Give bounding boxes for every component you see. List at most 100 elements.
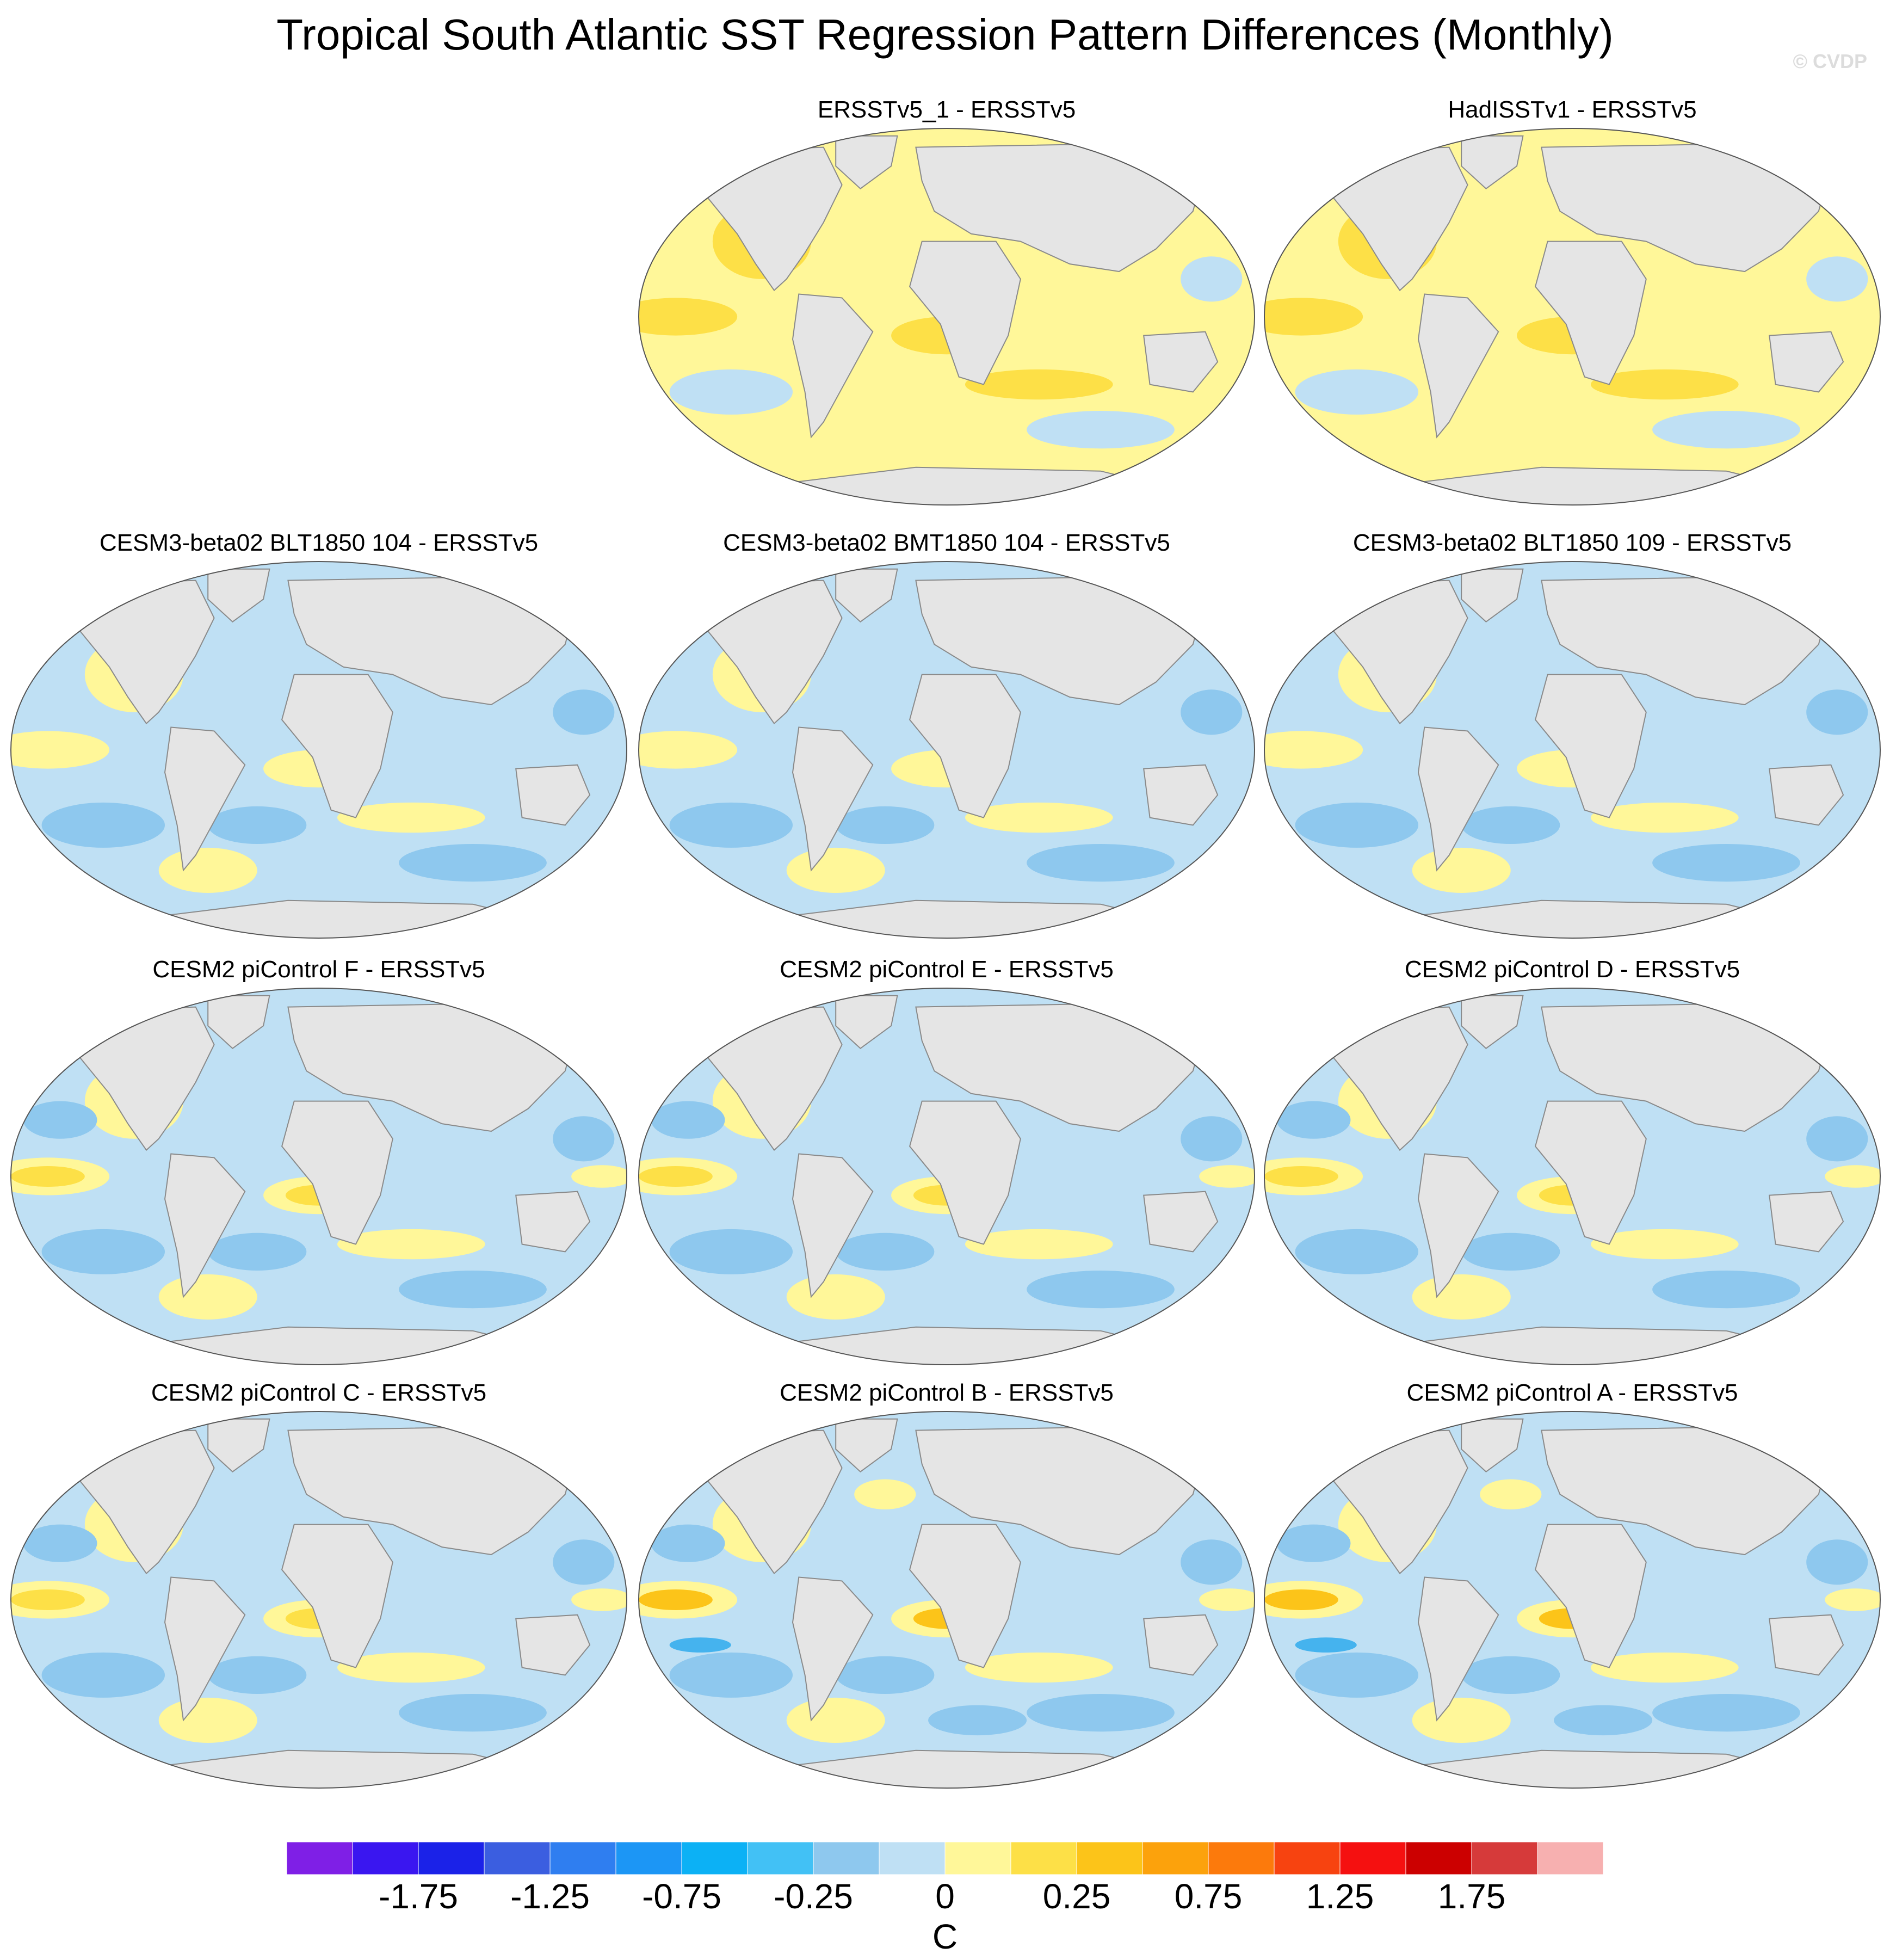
positive-anomaly-region bbox=[965, 802, 1113, 833]
panel-title: CESM2 piControl F - ERSSTv5 bbox=[152, 956, 485, 983]
land-australia bbox=[1143, 764, 1219, 826]
negative-anomaly-core bbox=[1295, 1637, 1357, 1653]
colorbar-tick-label: -1.75 bbox=[379, 1877, 458, 1916]
land-greenland bbox=[207, 568, 270, 622]
positive-anomaly-region bbox=[965, 369, 1113, 400]
positive-anomaly-region bbox=[786, 847, 885, 893]
negative-anomaly-region bbox=[399, 1271, 547, 1309]
land-southAmerica bbox=[1417, 293, 1499, 439]
positive-anomaly-region bbox=[1412, 1274, 1511, 1320]
map-panel-ersstv5_1: ERSSTv5_1 - ERSSTv5 bbox=[637, 94, 1257, 507]
land-australia bbox=[1143, 1191, 1219, 1253]
colorbar-tick-label: 0.25 bbox=[1042, 1877, 1111, 1916]
colorbar-tick-label: 0.75 bbox=[1174, 1877, 1243, 1916]
land-africa bbox=[1534, 1100, 1647, 1245]
colorbar-swatch bbox=[747, 1842, 814, 1875]
negative-anomaly-region bbox=[669, 369, 793, 415]
colorbar-swatch bbox=[287, 1842, 353, 1875]
colorbar-swatch bbox=[1208, 1842, 1275, 1875]
negative-anomaly-region bbox=[1027, 844, 1175, 882]
panel-title: CESM2 piControl B - ERSSTv5 bbox=[780, 1379, 1114, 1406]
map-picontrol_b bbox=[638, 1411, 1255, 1789]
watermark: © CVDP bbox=[1793, 50, 1867, 72]
map-picontrol_d bbox=[1264, 988, 1881, 1365]
colorbar-tick-label: 0 bbox=[935, 1877, 955, 1916]
land-australia bbox=[1769, 1191, 1844, 1253]
land-africa bbox=[909, 1524, 1021, 1668]
land-greenland bbox=[835, 995, 898, 1049]
positive-anomaly-region bbox=[337, 1229, 485, 1260]
land-southAmerica bbox=[1417, 1153, 1499, 1298]
positive-anomaly-region bbox=[1412, 847, 1511, 893]
colorbar-tick-label: -0.25 bbox=[774, 1877, 853, 1916]
land-southAmerica bbox=[792, 1153, 874, 1298]
negative-anomaly-region bbox=[208, 1232, 307, 1271]
negative-anomaly-region bbox=[1295, 1652, 1418, 1698]
land-greenland bbox=[835, 135, 898, 189]
positive-anomaly-region bbox=[1590, 1652, 1739, 1683]
colorbar-swatch bbox=[813, 1842, 880, 1875]
colorbar-swatch bbox=[615, 1842, 682, 1875]
panel-title: CESM2 piControl A - ERSSTv5 bbox=[1406, 1379, 1738, 1406]
positive-anomaly-region bbox=[1264, 298, 1363, 336]
land-australia bbox=[1143, 1614, 1219, 1676]
negative-anomaly-region bbox=[208, 806, 307, 844]
positive-anomaly-region bbox=[1199, 1165, 1255, 1188]
colorbar-swatch bbox=[418, 1842, 485, 1875]
land-greenland bbox=[1461, 995, 1524, 1049]
colorbar-swatch bbox=[1142, 1842, 1209, 1875]
negative-anomaly-region bbox=[399, 844, 547, 882]
positive-anomaly-region bbox=[639, 731, 738, 769]
land-africa bbox=[909, 241, 1021, 385]
positive-anomaly-region bbox=[854, 1479, 916, 1509]
panel-title: CESM2 piControl C - ERSSTv5 bbox=[151, 1379, 487, 1406]
land-southAmerica bbox=[792, 726, 874, 872]
map-panel-hadisstv1: HadISSTv1 - ERSSTv5 bbox=[1262, 94, 1882, 507]
land-southAmerica bbox=[1417, 1576, 1499, 1722]
colorbar-swatch bbox=[1339, 1842, 1406, 1875]
map-border bbox=[10, 561, 627, 939]
panel-title: CESM3-beta02 BMT1850 104 - ERSSTv5 bbox=[723, 529, 1170, 556]
map-blt1850_104 bbox=[10, 561, 627, 939]
positive-anomaly-region bbox=[11, 731, 110, 769]
positive-anomaly-core bbox=[1264, 1166, 1338, 1187]
negative-anomaly-region bbox=[208, 1656, 307, 1694]
positive-anomaly-region bbox=[571, 1165, 627, 1188]
positive-anomaly-region bbox=[158, 1697, 257, 1743]
positive-anomaly-region bbox=[571, 1588, 627, 1611]
negative-anomaly-region bbox=[1276, 1524, 1351, 1562]
map-picontrol_e bbox=[638, 988, 1255, 1365]
map-panel-blt1850_104: CESM3-beta02 BLT1850 104 - ERSSTv5 bbox=[9, 527, 629, 940]
colorbar-swatch bbox=[1405, 1842, 1472, 1875]
land-southAmerica bbox=[1417, 726, 1499, 872]
negative-anomaly-region bbox=[1554, 1705, 1653, 1736]
positive-anomaly-core bbox=[11, 1166, 85, 1187]
negative-anomaly-region bbox=[1806, 256, 1868, 302]
colorbar-tick-label: -1.25 bbox=[510, 1877, 590, 1916]
land-greenland bbox=[1461, 135, 1524, 189]
colorbar-swatch bbox=[352, 1842, 419, 1875]
negative-anomaly-region bbox=[1652, 411, 1800, 449]
positive-anomaly-core bbox=[11, 1589, 85, 1611]
land-africa bbox=[1534, 1524, 1647, 1668]
positive-anomaly-region bbox=[1825, 1165, 1880, 1188]
map-bmt1850_104 bbox=[638, 561, 1255, 939]
negative-anomaly-region bbox=[1181, 1539, 1243, 1585]
negative-anomaly-region bbox=[23, 1101, 97, 1139]
negative-anomaly-region bbox=[836, 806, 935, 844]
map-panel-picontrol_e: CESM2 piControl E - ERSSTv5 bbox=[637, 953, 1257, 1367]
negative-anomaly-core bbox=[669, 1637, 731, 1653]
positive-anomaly-region bbox=[1590, 369, 1739, 400]
panel-title: CESM3-beta02 BLT1850 109 - ERSSTv5 bbox=[1352, 529, 1792, 556]
positive-anomaly-region bbox=[1590, 1229, 1739, 1260]
colorbar-tick-label: -0.75 bbox=[642, 1877, 721, 1916]
land-africa bbox=[1534, 674, 1647, 818]
positive-anomaly-region bbox=[158, 847, 257, 893]
map-border bbox=[638, 561, 1255, 939]
land-greenland bbox=[835, 1418, 898, 1472]
land-australia bbox=[1143, 331, 1219, 393]
negative-anomaly-region bbox=[1461, 806, 1560, 844]
negative-anomaly-region bbox=[1181, 1116, 1243, 1162]
land-australia bbox=[1769, 764, 1844, 826]
map-border bbox=[1264, 1411, 1881, 1789]
